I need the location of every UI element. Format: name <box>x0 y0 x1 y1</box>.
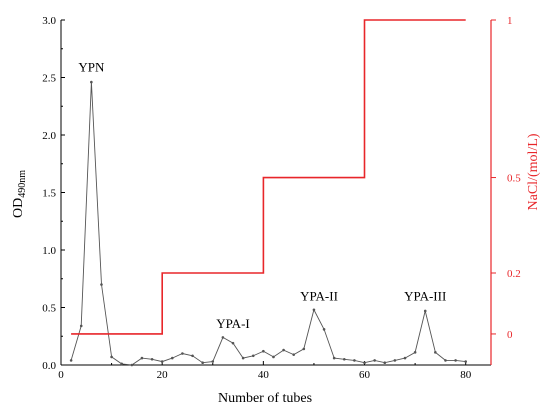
y2-ticks: 0 0.2 0.5 1 <box>491 15 521 341</box>
peak-label: YPA-I <box>216 316 249 331</box>
od-point <box>90 80 93 84</box>
od-point <box>170 356 174 360</box>
y-axis-title-sub: 490nm <box>17 170 28 198</box>
nacl-gradient-line <box>71 19 466 335</box>
x-tick-label: 20 <box>157 369 169 381</box>
y-tick-label: 0.0 <box>42 360 56 372</box>
x-tick-label: 80 <box>460 369 472 381</box>
od-point <box>69 359 73 362</box>
od-point <box>363 361 366 365</box>
y-axis-title: OD490nm <box>11 170 28 218</box>
od-point <box>434 351 437 354</box>
od-point <box>251 354 255 358</box>
y2-tick-label: 0.5 <box>507 173 521 185</box>
od-point <box>312 308 316 312</box>
peak-label: YPA-II <box>300 288 338 303</box>
od-point <box>393 359 397 362</box>
od-point <box>464 360 468 363</box>
od-point <box>403 356 407 360</box>
od-point <box>302 347 306 351</box>
od-point <box>272 355 275 359</box>
peak-label: YPA-III <box>404 288 446 303</box>
y2-axis-title: NaCl/(mol/L) <box>526 133 541 210</box>
od-point <box>444 359 447 362</box>
od-point <box>423 309 427 313</box>
od-point <box>322 328 326 331</box>
y-tick-label: 1.0 <box>42 245 56 257</box>
od-point <box>221 336 225 339</box>
od-point <box>342 357 346 361</box>
od-point <box>383 361 387 365</box>
od-point <box>332 356 336 360</box>
series-layer <box>69 19 468 367</box>
od-point <box>282 348 285 352</box>
od-point <box>413 351 417 354</box>
y-tick-label: 2.0 <box>42 130 56 142</box>
od-point <box>140 356 144 360</box>
y2-tick-label: 0 <box>507 329 513 341</box>
x-axis-title: Number of tubes <box>218 391 312 406</box>
od-point <box>120 362 124 366</box>
od-point <box>130 363 134 367</box>
y-ticks: 0.0 0.5 1.0 1.5 2.0 2.5 3.0 <box>42 15 65 372</box>
od-point <box>79 324 83 328</box>
od-point <box>191 354 194 358</box>
od-point <box>160 360 164 363</box>
y-axis-title-main: OD <box>11 198 26 218</box>
y2-tick-label: 0.2 <box>507 268 521 280</box>
y-tick-label: 1.5 <box>42 188 56 200</box>
od-point <box>353 359 356 362</box>
y-tick-label: 2.5 <box>42 73 56 85</box>
peak-label: YPN <box>78 60 105 75</box>
od-point <box>292 353 296 356</box>
plot-area: 0 20 40 60 80 0.0 0.5 1.0 1.5 2.0 2.5 3.0 0 0.2 0.5 1… <box>42 15 521 381</box>
od-point <box>110 355 113 359</box>
od-point <box>150 357 154 361</box>
od-point <box>211 360 215 363</box>
od-point <box>262 349 265 353</box>
x-ticks: 0 20 40 60 80 <box>58 361 472 381</box>
y-tick-label: 0.5 <box>42 303 56 315</box>
od-point <box>373 359 376 362</box>
x-tick-label: 0 <box>58 369 64 381</box>
od-point <box>454 359 457 362</box>
annotation-layer: YPN YPA-I YPA-II YPA-III <box>78 60 446 331</box>
od-point <box>100 283 103 286</box>
od-point <box>241 356 245 360</box>
od-line <box>70 82 466 366</box>
x-tick-label: 40 <box>258 369 270 381</box>
od-point <box>201 361 204 365</box>
od-point <box>231 341 235 345</box>
x-tick-label: 60 <box>359 369 371 381</box>
od-point <box>181 352 184 355</box>
y-tick-label: 3.0 <box>42 15 56 27</box>
y2-tick-label: 1 <box>507 15 513 27</box>
